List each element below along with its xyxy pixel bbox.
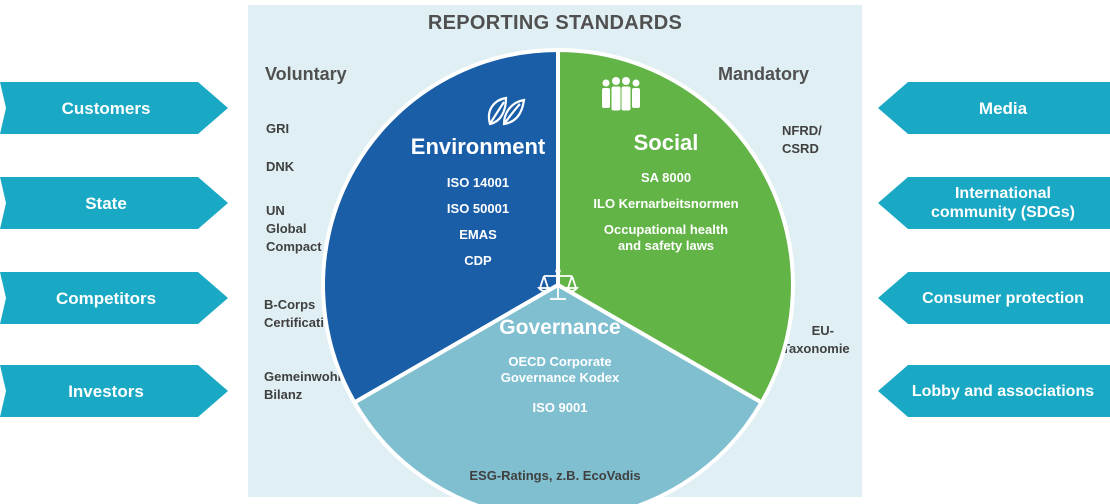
voluntary-item-b-corps: B-Corps Certification bbox=[264, 297, 340, 330]
stakeholder-label: International community (SDGs) bbox=[930, 185, 1075, 221]
social-segment bbox=[556, 47, 795, 406]
mandatory-heading: Mandatory bbox=[718, 64, 810, 84]
scales-icon bbox=[537, 268, 579, 300]
stakeholder-label: Media bbox=[978, 98, 1028, 118]
stakeholder-lobby-associations: Lobby and associations bbox=[878, 365, 1110, 417]
stakeholder-international-community: International community (SDGs) bbox=[878, 177, 1110, 229]
stakeholder-competitors: Competitors bbox=[0, 272, 228, 324]
mandatory-item-eu-taxonomie: EU- Taxonomie bbox=[782, 323, 850, 356]
voluntary-item-gri: GRI bbox=[266, 121, 290, 136]
social-title: Social bbox=[633, 130, 699, 155]
stakeholder-customers: Customers bbox=[0, 82, 228, 134]
footer-esg-ratings: ESG-Ratings, z.B. EcoVadis bbox=[469, 468, 641, 483]
stakeholder-label: Investors bbox=[68, 381, 144, 401]
environment-segment bbox=[321, 47, 560, 406]
environment-item: CDP bbox=[464, 253, 492, 268]
stakeholder-media: Media bbox=[878, 82, 1110, 134]
environment-item: ISO 14001 bbox=[446, 175, 510, 190]
stakeholder-label: Lobby and associations bbox=[911, 382, 1095, 400]
environment-title: Environment bbox=[410, 134, 546, 159]
social-item: ILO Kernarbeitsnormen bbox=[593, 196, 739, 211]
voluntary-heading: Voluntary bbox=[265, 64, 347, 84]
social-item: Occupational health and safety laws bbox=[603, 222, 729, 253]
mandatory-item-nfrd-csrd: NFRD/ CSRD bbox=[782, 123, 822, 156]
stakeholder-label: Consumer protection bbox=[922, 289, 1084, 307]
stakeholder-consumer-protection: Consumer protection bbox=[878, 272, 1110, 324]
governance-title: Governance bbox=[499, 316, 621, 339]
leaf-icon bbox=[487, 96, 526, 126]
stakeholder-label: State bbox=[85, 193, 127, 213]
voluntary-item-un-global-compact: UN Global Compact bbox=[266, 203, 322, 254]
social-item: SA 8000 bbox=[640, 170, 692, 185]
environment-item: ISO 50001 bbox=[446, 201, 510, 216]
governance-segment bbox=[351, 282, 765, 504]
stakeholder-state: State bbox=[0, 177, 228, 229]
voluntary-item-dnk: DNK bbox=[266, 159, 295, 174]
people-icon bbox=[602, 77, 640, 111]
diagram-title: REPORTING STANDARDS bbox=[427, 12, 683, 34]
voluntary-item-gemeinwohl: Gemeinwohl Bilanz bbox=[264, 369, 342, 402]
environment-item: EMAS bbox=[459, 227, 497, 242]
stakeholder-investors: Investors bbox=[0, 365, 228, 417]
stakeholder-label: Competitors bbox=[55, 288, 157, 308]
governance-item: ISO 9001 bbox=[532, 400, 588, 415]
governance-item: OECD Corporate Governance Kodex bbox=[500, 354, 620, 385]
stakeholder-label: Customers bbox=[61, 98, 151, 118]
